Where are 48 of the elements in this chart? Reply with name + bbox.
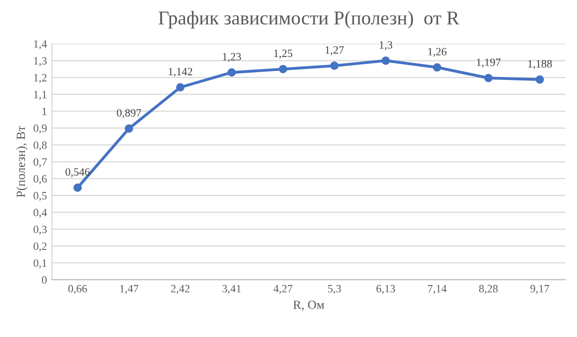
y-tick-label: 0,8 — [34, 141, 47, 150]
y-tick-label: 1,3 — [34, 57, 47, 66]
y-tick-label: 0,3 — [34, 226, 47, 235]
point — [330, 62, 339, 70]
x-tick-label: 3,41 — [222, 284, 241, 294]
data-label: 1,197 — [476, 58, 501, 68]
y-tick-label: 1,1 — [34, 90, 46, 100]
x-tick-label: 8,28 — [479, 284, 498, 294]
data-label: 1,142 — [168, 68, 192, 77]
x-axis-title: R, Ом — [293, 300, 324, 311]
y-tick-label: 0,4 — [34, 208, 47, 218]
data-label: 1,25 — [274, 50, 292, 59]
point — [382, 56, 390, 65]
data-label: 0,897 — [116, 109, 142, 118]
x-tick-label: 6,13 — [376, 284, 396, 294]
point — [176, 83, 184, 92]
point — [278, 64, 288, 74]
data-label: 1,188 — [528, 60, 552, 70]
x-tick-label: 0,66 — [68, 284, 87, 294]
x-tick-label: 2,42 — [171, 284, 190, 294]
chart-title: График зависимости P(полезн) от R — [158, 10, 460, 29]
data-label: 1,23 — [222, 53, 241, 62]
y-tick-label: 1 — [42, 108, 46, 116]
x-tick-label: 4,27 — [274, 284, 292, 294]
y-tick-label: 1,4 — [34, 40, 47, 50]
x-tick-label: 1,47 — [120, 284, 138, 294]
point — [124, 124, 134, 133]
point — [228, 68, 236, 77]
data-label: 1,3 — [380, 41, 392, 50]
point — [536, 75, 544, 84]
x-tick-label: 5,3 — [328, 284, 341, 294]
y-tick-label: 0,6 — [34, 175, 47, 184]
y-axis-title: P(полезн), Вт — [16, 126, 28, 198]
y-tick-label: 1,2 — [34, 74, 46, 84]
x-tick-label: 9,17 — [530, 284, 550, 294]
data-label: 1,26 — [428, 48, 446, 58]
point — [432, 63, 442, 72]
data-label: 1,27 — [326, 46, 344, 56]
y-tick-label: 0,2 — [34, 242, 46, 252]
point — [484, 74, 493, 82]
y-tick-label: 0,5 — [34, 192, 47, 202]
data-label: 0,546 — [66, 168, 90, 178]
x-tick-label: 7,14 — [428, 284, 447, 294]
y-tick-label: 0,9 — [34, 124, 47, 134]
y-tick-label: 0,1 — [34, 259, 46, 268]
y-tick-label: 0 — [42, 276, 47, 284]
y-tick-label: 0,7 — [34, 158, 47, 168]
point — [73, 184, 82, 192]
